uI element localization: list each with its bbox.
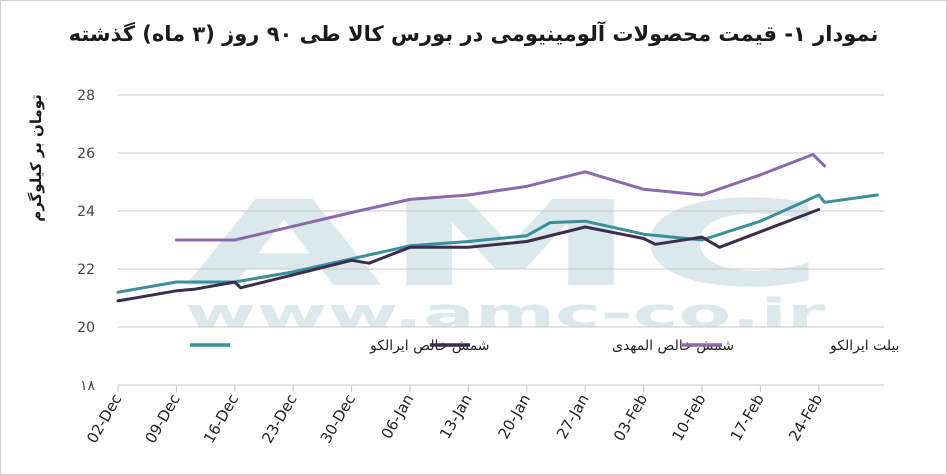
watermark: AMC www.amc-co.ir [185, 175, 826, 337]
x-tick-label: 17-Feb [727, 391, 768, 444]
x-tick-label: 13-Jan [436, 391, 476, 442]
x-tick-label: 06-Jan [378, 391, 418, 442]
y-ticks: ۱۸ 20 22 24 26 28 [77, 88, 95, 394]
x-tick-label: 23-Dec [258, 391, 300, 446]
legend-label: بیلت ایرالکو [829, 338, 900, 354]
x-tick-label: 24-Feb [785, 391, 826, 444]
watermark-url: www.amc-co.ir [185, 291, 826, 337]
series-line [116, 193, 879, 294]
x-tick-label: 16-Dec [200, 391, 242, 446]
x-ticks: 02-Dec 09-Dec 16-Dec 23-Dec 30-Dec 06-Jan 13-J… [83, 384, 884, 446]
legend: شمش خالص ایرالکو شمش خالص المهدی بیلت ایرا… [190, 338, 900, 354]
legend-label: شمش خالص ایرالکو [369, 338, 490, 354]
y-tick-label: 22 [77, 262, 95, 278]
series-line [116, 208, 821, 303]
series-line [174, 153, 827, 242]
y-tick-label: 28 [77, 88, 95, 104]
legend-label: شمش خالص المهدی [612, 338, 734, 354]
y-tick-label: ۱۸ [80, 378, 96, 394]
x-tick-label: 09-Dec [142, 391, 184, 446]
series-lines [116, 153, 879, 303]
x-tick-label: 30-Dec [317, 391, 359, 446]
y-tick-label: 26 [77, 146, 95, 162]
x-tick-label: 27-Jan [553, 391, 593, 442]
y-tick-label: 20 [77, 320, 95, 336]
x-tick-label: 03-Feb [610, 391, 651, 444]
x-tick-label: 20-Jan [494, 391, 534, 442]
x-tick-label: 02-Dec [83, 391, 125, 446]
chart-title: نمودار ۱- قیمت محصولات آلومینیومی در بور… [68, 22, 879, 46]
x-tick-label: 10-Feb [668, 391, 709, 444]
y-tick-label: 24 [77, 204, 95, 220]
